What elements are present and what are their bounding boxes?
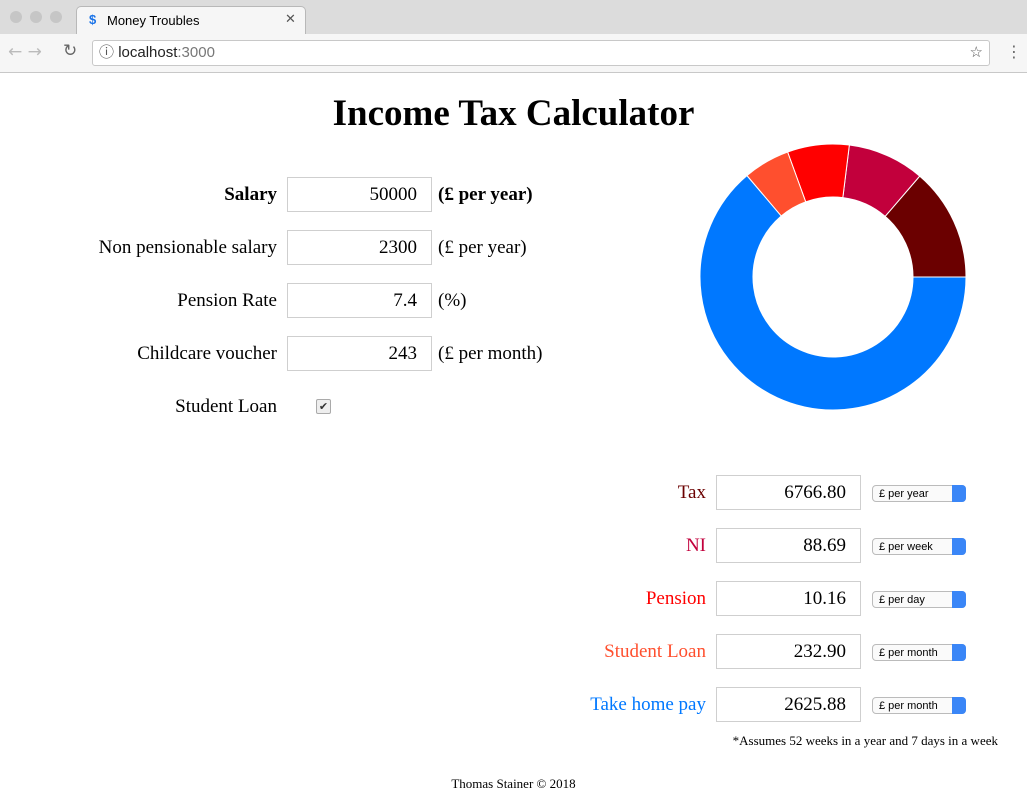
period-select[interactable]: £ per month [872,644,966,661]
input-field[interactable]: 7.4 [287,283,432,318]
result-field[interactable]: 232.90 [716,634,861,669]
footer: Thomas Stainer © 2018 [451,776,576,791]
checkbox-label: Student Loan [175,396,277,417]
donut-segment [699,174,967,411]
donut-chart [699,143,967,411]
input-label: Salary [224,184,277,205]
tab-bar: $ Money Troubles ✕ [0,0,1027,35]
input-unit: (£ per month) [438,343,543,364]
url-host: localhost [118,44,178,61]
period-select[interactable]: £ per month [872,697,966,714]
result-field[interactable]: 2625.88 [716,687,861,722]
result-field[interactable]: 88.69 [716,528,861,563]
input-field[interactable]: 2300 [287,230,432,265]
footnote: *Assumes 52 weeks in a year and 7 days i… [732,733,998,748]
checkbox[interactable]: ✔ [316,399,331,414]
url-port: :3000 [177,44,215,61]
period-select[interactable]: £ per year [872,485,966,502]
tab[interactable]: $ Money Troubles ✕ [76,6,306,35]
input-unit: (£ per year) [438,237,527,258]
input-unit: (%) [438,290,467,311]
input-field[interactable]: 50000 [287,177,432,212]
input-unit: (£ per year) [438,184,533,205]
page-title: Income Tax Calculator [332,93,695,134]
input-label: Non pensionable salary [98,237,277,258]
tab-close[interactable]: ✕ [285,11,296,26]
address-bar[interactable]: ⓘ localhost:3000 ☆ [92,40,990,66]
reload[interactable]: ↻ [63,41,78,61]
input-label: Pension Rate [177,290,277,311]
result-label: Tax [677,482,706,503]
result-label: NI [685,535,706,556]
tab-title: Money Troubles [107,13,200,28]
result-label: Pension [645,588,706,609]
period-select[interactable]: £ per day [872,591,966,608]
result-label: Student Loan [604,641,706,662]
input-field[interactable]: 243 [287,336,432,371]
result-label: Take home pay [590,694,706,715]
result-field[interactable]: 6766.80 [716,475,861,510]
toolbar: ← → ↻ ⓘ localhost:3000 ☆ ⋮ [0,34,1027,73]
result-field[interactable]: 10.16 [716,581,861,616]
input-label: Childcare voucher [137,343,277,364]
period-select[interactable]: £ per week [872,538,966,555]
